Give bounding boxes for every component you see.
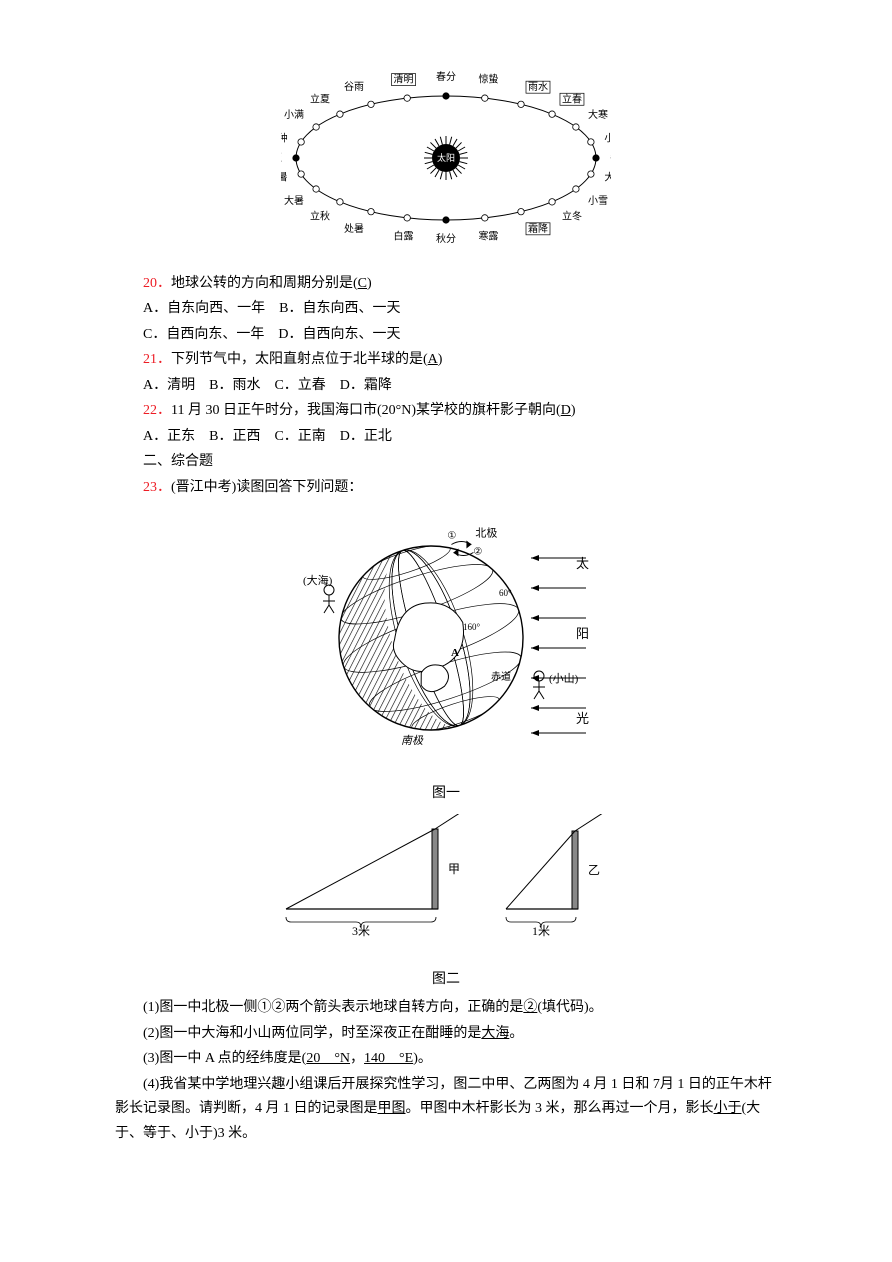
sub1-answer: ② xyxy=(523,1000,537,1015)
q22-answer: D xyxy=(561,403,571,418)
svg-text:3米: 3米 xyxy=(352,924,370,938)
shadow-svg: 3米 甲 1米 乙 xyxy=(266,814,626,944)
svg-text:160°: 160° xyxy=(463,622,481,632)
sub2-pre: (2)图一中大海和小山两位同学，时至深夜正在酣睡的是 xyxy=(143,1026,481,1041)
q20-num: 20． xyxy=(143,276,171,291)
svg-text:谷雨: 谷雨 xyxy=(344,81,364,93)
svg-text:清明: 清明 xyxy=(394,73,414,86)
svg-text:小雪: 小雪 xyxy=(588,195,608,207)
svg-text:白露: 白露 xyxy=(394,229,414,242)
sub4-mid: 。甲图中木杆影长为 3 米，那么再过一个月，影长 xyxy=(406,1101,714,1116)
svg-text:立夏: 立夏 xyxy=(310,92,330,105)
section-2-title: 二、综合题 xyxy=(115,450,777,475)
svg-text:大寒: 大寒 xyxy=(588,108,608,121)
sub4-answer2: 小于 xyxy=(714,1101,742,1116)
solar-terms-svg: 太阳 春分 惊蛰雨水立春大寒小寒冬至大雪小雪立冬霜降寒露 秋分 白露 处暑 立秋大暑 小暑 夏至… xyxy=(281,68,611,248)
q21-options: A．清明 B．雨水 C．立春 D．霜降 xyxy=(115,374,777,399)
svg-text:北极: 北极 xyxy=(475,526,497,540)
svg-text:60°: 60° xyxy=(499,588,512,598)
svg-text:立秋: 立秋 xyxy=(310,210,330,223)
q22-options: A．正东 B．正西 C．正南 D．正北 xyxy=(115,425,777,450)
q20-tail: ) xyxy=(367,276,372,291)
svg-text:立春: 立春 xyxy=(562,92,582,105)
q23-sub2: (2)图一中大海和小山两位同学，时至深夜正在酣睡的是大海。 xyxy=(115,1022,777,1047)
svg-text:光: 光 xyxy=(576,711,589,726)
svg-text:夏至: 夏至 xyxy=(281,152,282,164)
svg-text:处暑: 处暑 xyxy=(344,223,364,235)
shadow-diagram: 3米 甲 1米 乙 xyxy=(115,814,777,954)
svg-text:惊蛰: 惊蛰 xyxy=(478,73,498,86)
q20-text: 地球公转的方向和周期分别是( xyxy=(171,276,358,291)
sub1-pre: (1)图一中北极一侧①②两个箭头表示地球自转方向，正确的是 xyxy=(143,1000,523,1015)
question-22: 22．11 月 30 日正午时分，我国海口市(20°N)某学校的旗杆影子朝向(D… xyxy=(115,399,777,424)
question-21: 21．下列节气中，太阳直射点位于北半球的是(A) xyxy=(115,348,777,373)
svg-text:冬至: 冬至 xyxy=(610,151,611,164)
sub3-answer2: 140 °E xyxy=(364,1051,413,1066)
q21-text: 下列节气中，太阳直射点位于北半球的是( xyxy=(171,352,428,367)
svg-text:①: ① xyxy=(447,531,456,542)
svg-text:乙: 乙 xyxy=(588,863,600,877)
globe-svg: 赤道A160°60°①②北极南极(大海)(小山)太阳光 xyxy=(301,508,591,758)
q20-answer: C xyxy=(358,276,367,291)
question-23: 23．(晋江中考)读图回答下列问题： xyxy=(115,476,777,501)
sub2-answer: 大海 xyxy=(481,1026,509,1041)
svg-text:秋分: 秋分 xyxy=(436,232,456,245)
svg-text:阳: 阳 xyxy=(576,626,589,641)
svg-text:赤道: 赤道 xyxy=(491,670,511,683)
q20-options-ab: A．自东向西、一年 B．自东向西、一天 xyxy=(115,297,777,322)
q23-num: 23． xyxy=(143,480,171,495)
svg-text:②: ② xyxy=(473,547,482,558)
svg-text:小满: 小满 xyxy=(284,109,304,121)
solar-terms-diagram: 太阳 春分 惊蛰雨水立春大寒小寒冬至大雪小雪立冬霜降寒露 秋分 白露 处暑 立秋大暑 小暑 夏至… xyxy=(115,68,777,258)
caption-figure-1: 图一 xyxy=(115,782,777,807)
q22-num: 22． xyxy=(143,403,171,418)
globe-diagram: 赤道A160°60°①②北极南极(大海)(小山)太阳光 xyxy=(115,508,777,768)
sub3-post: )。 xyxy=(413,1051,432,1066)
q23-text: (晋江中考)读图回答下列问题： xyxy=(171,480,362,495)
sub1-post: (填代码)。 xyxy=(537,1000,602,1015)
svg-text:雨水: 雨水 xyxy=(528,81,548,93)
q22-text: 11 月 30 日正午时分，我国海口市(20°N)某学校的旗杆影子朝向( xyxy=(171,403,561,418)
svg-text:小寒: 小寒 xyxy=(604,131,611,144)
svg-text:南极: 南极 xyxy=(401,734,424,747)
q21-num: 21． xyxy=(143,352,171,367)
svg-text:(大海): (大海) xyxy=(303,573,333,587)
q23-sub3: (3)图一中 A 点的经纬度是(20 °N，140 °E)。 xyxy=(115,1047,777,1072)
svg-text:太: 太 xyxy=(576,556,589,571)
q21-tail: ) xyxy=(438,352,443,367)
svg-text:芒种: 芒种 xyxy=(281,131,288,144)
svg-text:寒露: 寒露 xyxy=(478,229,498,242)
svg-text:立冬: 立冬 xyxy=(562,210,582,223)
sub3-pre: (3)图一中 A 点的经纬度是( xyxy=(143,1051,306,1066)
sub3-answer1: 20 °N xyxy=(306,1051,350,1066)
sub2-post: 。 xyxy=(509,1026,523,1041)
svg-text:小暑: 小暑 xyxy=(281,172,288,184)
svg-text:霜降: 霜降 xyxy=(528,222,548,235)
q23-sub4: (4)我省某中学地理兴趣小组课后开展探究性学习，图二中甲、乙两图为 4 月 1 … xyxy=(115,1073,777,1147)
caption-figure-2: 图二 xyxy=(115,968,777,993)
question-20: 20．地球公转的方向和周期分别是(C) xyxy=(115,272,777,297)
svg-text:1米: 1米 xyxy=(532,924,550,938)
svg-text:甲: 甲 xyxy=(448,862,460,876)
svg-text:春分: 春分 xyxy=(436,71,456,83)
svg-text:A: A xyxy=(451,647,459,659)
q21-answer: A xyxy=(428,352,438,367)
svg-text:大暑: 大暑 xyxy=(284,194,304,207)
sub3-mid: ， xyxy=(350,1051,364,1066)
sub4-answer1: 甲图 xyxy=(378,1101,406,1116)
svg-text:大雪: 大雪 xyxy=(604,171,611,184)
q20-options-cd: C．自西向东、一年 D．自西向东、一天 xyxy=(115,323,777,348)
q22-tail: ) xyxy=(571,403,576,418)
svg-text:太阳: 太阳 xyxy=(437,152,455,163)
q23-sub1: (1)图一中北极一侧①②两个箭头表示地球自转方向，正确的是②(填代码)。 xyxy=(115,996,777,1021)
